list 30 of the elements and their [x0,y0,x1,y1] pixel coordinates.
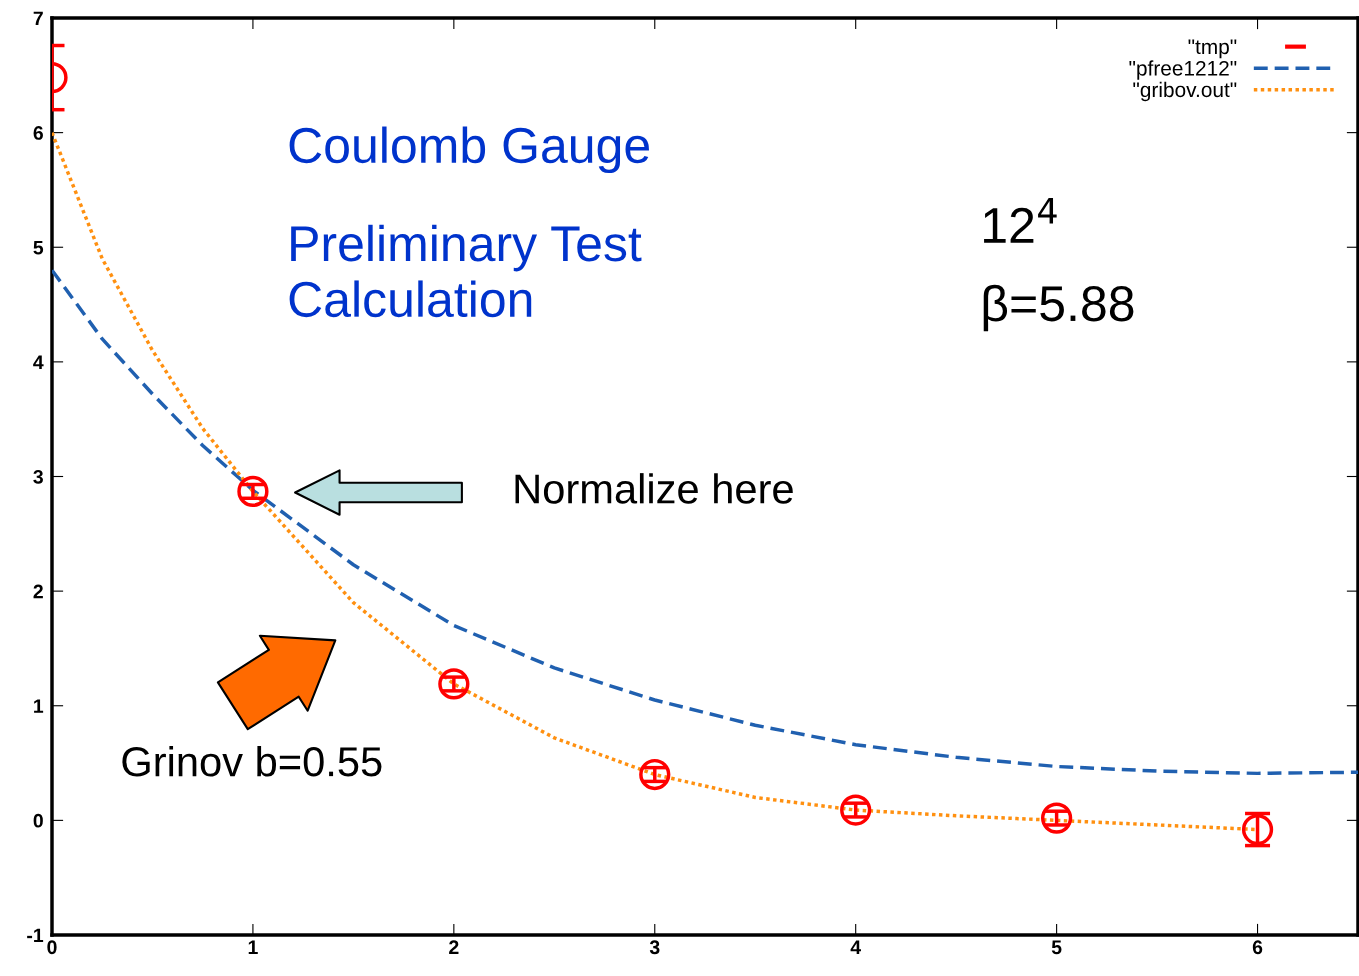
y-tick-label: 7 [33,11,43,26]
y-tick-label: 3 [33,469,43,484]
x-tick-label: 5 [1051,940,1062,955]
x-tick-label: 4 [850,940,861,954]
x-tick-label: 1 [248,940,258,954]
point [840,794,872,826]
legend-label: "pfree1212" [1129,60,1237,80]
point [438,668,470,700]
annotation: Coulomb Gauge [289,126,649,174]
y-tick-label: 2 [33,584,43,599]
annotation: Grinov b=0.55 [122,745,382,777]
legend-label: "gribov.out" [1133,81,1237,102]
annotation: Preliminary Test Calculation [289,224,642,318]
y-tick-label: 0 [33,813,43,828]
x-tick-label: 3 [649,940,660,955]
point [1040,802,1073,834]
x-tick-label: 6 [1252,940,1263,955]
x-tick-label: 0 [47,940,57,955]
y-tick-label: 1 [34,699,44,713]
y-tick-label: 6 [33,126,43,140]
annotation: Normalize here [515,473,793,504]
y-tick-label: 4 [33,355,44,369]
point [237,475,269,508]
point [639,758,671,791]
annotation: β=5.88 [983,284,1134,332]
annotation: 12$^{4}$ [984,197,1057,243]
y-tick-label: -1 [27,928,44,943]
y-tick-label: 5 [33,240,44,255]
x-tick-label: 2 [449,940,459,954]
legend-label: "tmp" [1188,39,1237,59]
